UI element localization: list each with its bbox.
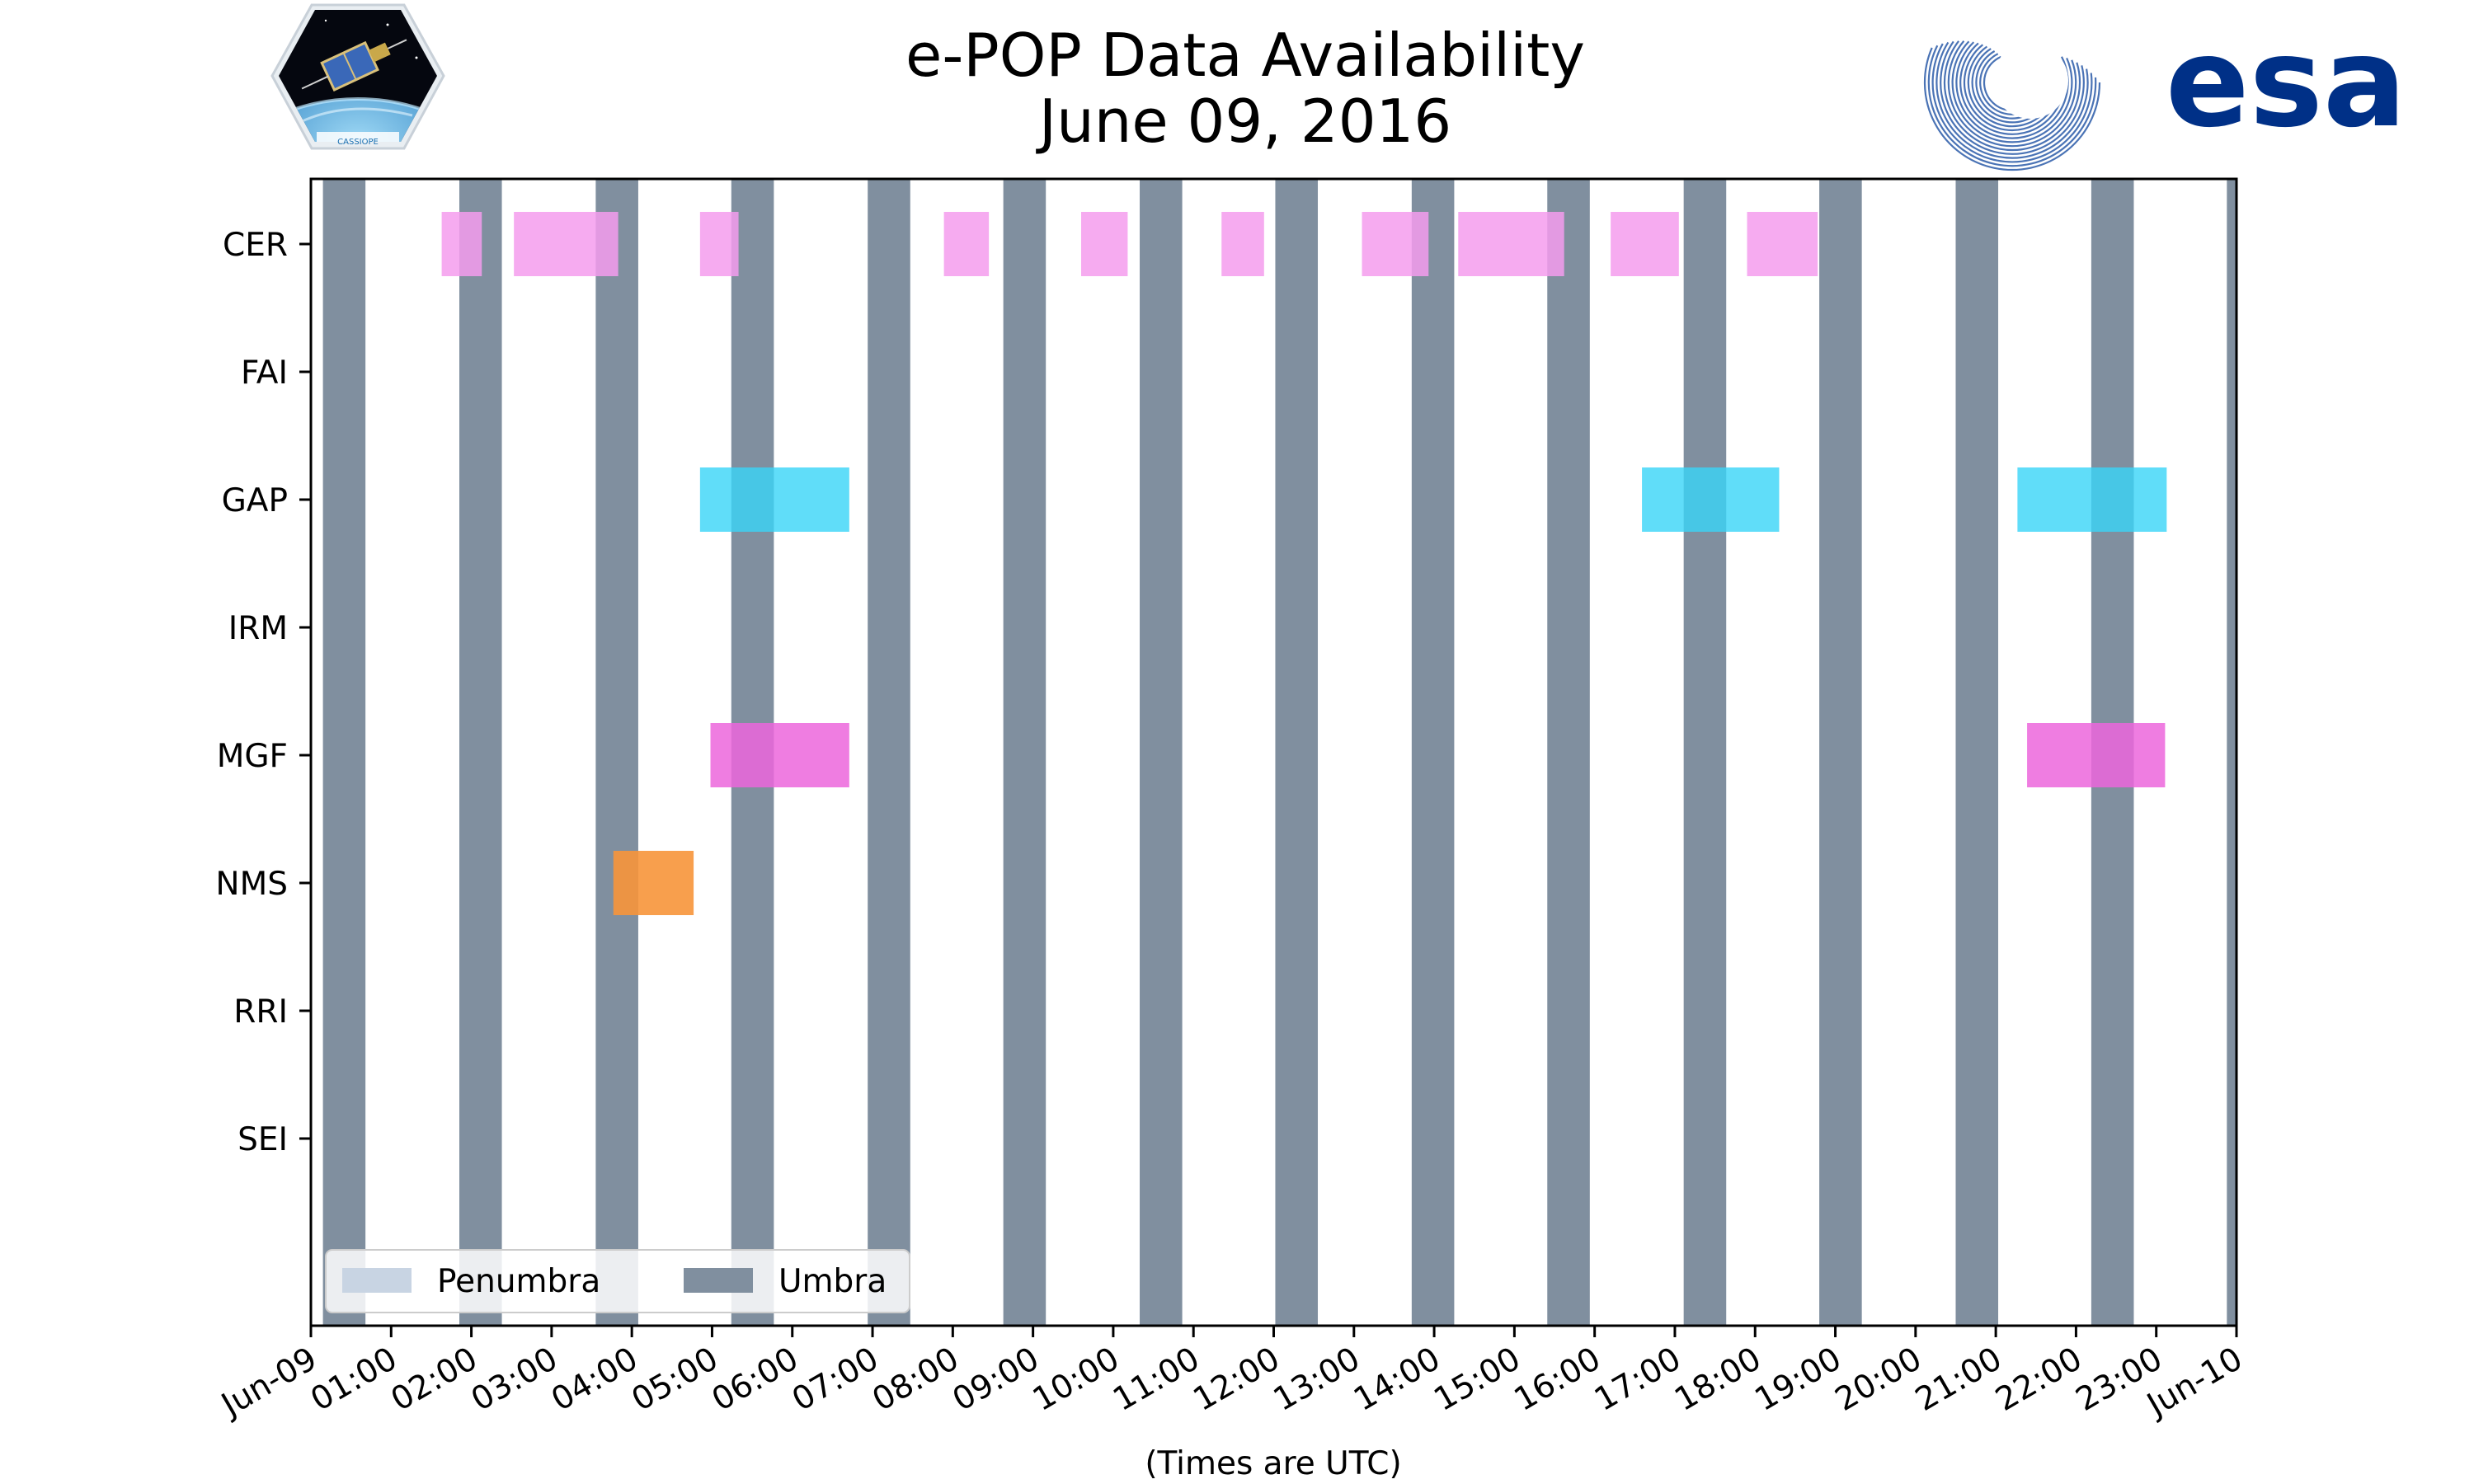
bar-cer-9 (1747, 212, 1818, 276)
umbra-band-7 (1275, 179, 1319, 1326)
y-axis-ticks: CER FAI GAP IRM MGF NMS RRI SEI (215, 227, 311, 1158)
x-tick-label-2: 02:00 (385, 1341, 484, 1419)
legend-label-penumbra: Penumbra (437, 1263, 600, 1300)
x-axis-label: (Times are UTC) (1145, 1445, 1401, 1482)
esa-swirl-arc-7 (1955, 41, 2069, 139)
bar-gap-2 (2017, 467, 2167, 532)
y-tick-label-mgf: MGF (217, 738, 288, 775)
x-tick-label-16: 16:00 (1508, 1341, 1607, 1419)
umbra-band-11 (1819, 179, 1862, 1326)
cassiope-mission-patch-logo: CASSIOPE (270, 3, 445, 150)
x-tick-label-14: 14:00 (1348, 1341, 1446, 1419)
x-tick-label-18: 18:00 (1668, 1341, 1767, 1419)
esa-swirl-arc-12 (1935, 41, 2089, 159)
x-tick-label-8: 08:00 (866, 1341, 965, 1419)
x-tick-label-19: 19:00 (1749, 1341, 1848, 1419)
x-tick-label-10: 10:00 (1027, 1341, 1126, 1419)
legend-label-umbra: Umbra (778, 1263, 887, 1300)
x-tick-label-5: 05:00 (626, 1341, 725, 1419)
y-tick-label-rri: RRI (233, 993, 288, 1031)
x-tick-label-12: 12:00 (1188, 1341, 1286, 1419)
esa-swirl-arc-15 (1923, 47, 2101, 171)
umbra-band-4 (868, 179, 910, 1326)
bar-cer-0 (441, 212, 482, 276)
x-tick-label-0: Jun-09 (214, 1341, 323, 1425)
cassiope-logo-text: CASSIOPE (337, 138, 379, 147)
umbra-band-5 (1003, 179, 1047, 1326)
umbra-band-0 (322, 179, 366, 1326)
esa-logo: esa (1923, 12, 2406, 171)
esa-swirl-arc-8 (1951, 40, 2073, 143)
x-tick-label-1: 01:00 (304, 1341, 403, 1419)
chart-title-line2: June 09, 2016 (1036, 87, 1451, 156)
x-tick-label-22: 22:00 (1990, 1341, 2089, 1419)
bar-mgf-1 (2027, 723, 2166, 787)
x-tick-label-15: 15:00 (1428, 1341, 1527, 1419)
legend-box (325, 1249, 910, 1313)
availability-bars (441, 212, 2167, 915)
bar-cer-1 (514, 212, 618, 276)
umbra-band-9 (1547, 179, 1590, 1326)
bar-gap-0 (699, 467, 849, 532)
x-tick-label-20: 20:00 (1829, 1341, 1928, 1419)
y-tick-label-cer: CER (223, 227, 288, 264)
y-tick-label-fai: FAI (241, 355, 288, 392)
x-tick-label-13: 13:00 (1268, 1341, 1366, 1419)
y-tick-label-sei: SEI (238, 1121, 288, 1158)
y-tick-label-gap: GAP (222, 482, 288, 519)
esa-swirl-arc-13 (1931, 43, 2093, 163)
x-tick-label-6: 06:00 (706, 1341, 805, 1419)
x-tick-label-9: 09:00 (947, 1341, 1046, 1419)
x-axis-ticks: Jun-0901:0002:0003:0004:0005:0006:0007:0… (214, 1326, 2249, 1425)
bar-cer-8 (1611, 212, 1679, 276)
chart-title-line1: e-POP Data Availability (905, 21, 1585, 90)
umbra-band-6 (1140, 179, 1183, 1326)
bar-nms-0 (613, 851, 694, 915)
umbra-band-8 (1411, 179, 1455, 1326)
bar-cer-5 (1221, 212, 1264, 276)
legend-swatch-umbra (684, 1268, 753, 1293)
esa-swirl-arc-10 (1943, 40, 2081, 152)
esa-swirl-arc-9 (1947, 40, 2077, 148)
bar-gap-1 (1642, 467, 1780, 532)
umbra-band-12 (1955, 179, 1999, 1326)
bar-cer-2 (699, 212, 739, 276)
esa-logo-text: esa (2166, 12, 2406, 155)
x-tick-label-7: 07:00 (786, 1341, 885, 1419)
x-tick-label-11: 11:00 (1107, 1341, 1206, 1419)
bar-cer-4 (1081, 212, 1128, 276)
y-tick-label-irm: IRM (228, 610, 288, 647)
umbra-band-1 (459, 179, 502, 1326)
x-tick-label-21: 21:00 (1909, 1341, 2008, 1419)
y-tick-label-nms: NMS (215, 866, 288, 903)
x-tick-label-4: 04:00 (545, 1341, 644, 1419)
bar-cer-3 (943, 212, 990, 276)
esa-swirl-arc-11 (1940, 40, 2085, 155)
legend-swatch-penumbra (342, 1268, 412, 1293)
umbra-band-14 (2227, 179, 2236, 1326)
bar-cer-6 (1362, 212, 1429, 276)
bar-mgf-0 (710, 723, 849, 787)
esa-swirl-arc-14 (1927, 45, 2097, 167)
x-tick-label-17: 17:00 (1588, 1341, 1687, 1419)
umbra-band-2 (595, 179, 638, 1326)
chart-legend: Penumbra Umbra (325, 1249, 910, 1313)
bar-cer-7 (1458, 212, 1564, 276)
umbra-band-10 (1683, 179, 1727, 1326)
x-tick-label-3: 03:00 (465, 1341, 564, 1419)
